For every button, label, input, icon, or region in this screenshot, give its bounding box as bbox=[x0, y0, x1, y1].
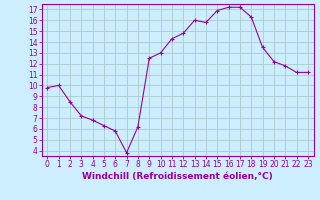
X-axis label: Windchill (Refroidissement éolien,°C): Windchill (Refroidissement éolien,°C) bbox=[82, 172, 273, 181]
